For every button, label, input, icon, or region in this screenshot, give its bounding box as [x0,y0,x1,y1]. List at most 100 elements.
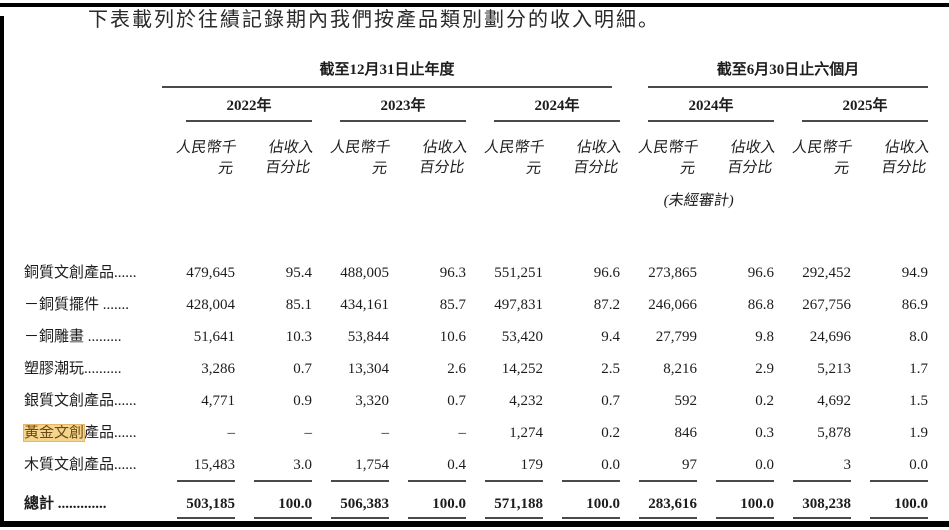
row-label: －銅質擺件 ....... [24,297,130,313]
cell: 0.0 [909,457,928,473]
total-top-rule-line [408,480,466,482]
rule-cell [239,474,316,482]
cell: 96.6 [747,265,774,281]
rule-cell [701,474,778,482]
total-top-rule-line [254,480,312,482]
row-label: 銅質文創產品...... [24,265,137,281]
total-top-rule-line [793,480,851,482]
cell: 15,483 [193,457,235,473]
cell: 85.1 [285,297,312,313]
rule-cell [470,474,547,482]
cell: 0.0 [601,457,620,473]
cell: 0.7 [601,393,620,409]
total-cell: 100.0 [278,496,312,512]
table-row: －銅質擺件 ....... 428,004 85.1 434,161 85.7 497,8… [24,282,932,314]
table-row: 銅質文創產品...... 479,645 95.4 488,005 96.3 551,25… [24,214,932,282]
table-row: 銀質文創產品...... 4,771 0.9 3,320 0.7 4,232 0.7 592 0… [24,378,932,410]
cell: 0.7 [447,393,466,409]
cell: 0.2 [601,425,620,441]
cell: 2.6 [447,361,466,377]
year-header-2024: 2024年 [494,94,620,122]
col-header-rmb: 人民幣千元 [791,140,854,177]
cell: 267,756 [802,297,851,313]
cell: 4,771 [201,393,235,409]
page-crop-bottom-bar [0,521,949,527]
cell: – [304,425,313,441]
cell: 97 [682,457,697,473]
total-top-rule-line [639,480,697,482]
search-highlight: 黃金文創 [22,424,86,442]
cell: 14,252 [501,361,543,377]
cell: 0.7 [293,361,312,377]
cell: 1,274 [509,425,543,441]
cell: 4,692 [817,393,851,409]
col-header-pct: 佔收入 百分比 [572,140,623,176]
cell: 592 [674,393,698,409]
total-row: 總計 ............. 503,185 100.0 506,383 100.0… [24,482,932,513]
cell: – [381,425,390,441]
group-header-year-ended: 截至12月31日止年度 [162,58,612,88]
row-label: 黃金文創產品...... [22,424,137,442]
page-crop-top-bar [0,3,949,7]
year-header-2024-6m: 2024年 [648,94,774,122]
cell: 1,754 [355,457,389,473]
total-cell: 100.0 [740,496,774,512]
cell: 434,161 [340,297,389,313]
total-top-rule-line [562,480,620,482]
col-header-pct: 佔收入 百分比 [880,140,931,176]
rule-cell [316,474,393,482]
cell: 24,696 [809,329,851,345]
page-crop-left-bar [0,16,4,527]
total-cell: 506,383 [340,496,389,512]
table-row: 黃金文創產品...... – – – – 1,274 0.2 846 0.3 5,878 1.9 [22,410,932,442]
cell: 3,286 [201,361,235,377]
cell: 87.2 [593,297,620,313]
cell: 86.9 [901,297,928,313]
cell: 488,005 [340,265,389,281]
cell: 2.9 [755,361,774,377]
row-label: 木質文創產品...... [24,457,137,473]
total-label: 總計 ............. [24,496,107,512]
cell: 94.9 [901,265,928,281]
cell: 2.5 [601,361,620,377]
col-header-pct: 佔收入 百分比 [264,140,315,176]
cell: 9.8 [755,329,774,345]
group-header-six-months: 截至6月30日止六個月 [648,58,928,88]
cell: 428,004 [186,297,235,313]
rule-cell [778,474,855,482]
row-label: 塑膠潮玩.......... [24,361,122,377]
cell: 179 [520,457,544,473]
cell: 13,304 [347,361,389,377]
col-header-rmb: 人民幣千元 [329,140,392,177]
total-cell: 100.0 [586,496,620,512]
col-header-pct: 佔收入 百分比 [726,140,777,176]
total-top-rule-line [485,480,543,482]
row-label [24,474,162,482]
cell: 3,320 [355,393,389,409]
cell: 0.4 [447,457,466,473]
cell: 551,251 [494,265,543,281]
cell: 8,216 [663,361,697,377]
total-cell: 283,616 [648,496,697,512]
cell: 53,420 [501,329,543,345]
cell: 1.7 [909,361,928,377]
cell: – [458,425,467,441]
section-title: 下表載列於往績記錄期內我們按產品類別劃分的收入明細。 [88,9,660,31]
unaudited-note-row: (未經審計) [24,181,932,214]
table-body: 銅質文創產品...... 479,645 95.4 488,005 96.3 551,25… [22,214,932,530]
cell: 85.7 [439,297,466,313]
period-group-header-row: 截至12月31日止年度 截至6月30日止六個月 [24,33,932,88]
table-row: 木質文創產品...... 15,483 3.0 1,754 0.4 179 0.0 97 0.0… [24,442,932,474]
col-header-rmb: 人民幣千元 [175,140,238,177]
cell: 95.4 [285,265,312,281]
cell: 96.3 [439,265,466,281]
cell: 10.3 [285,329,312,345]
col-header-rmb: 人民幣千元 [483,140,546,177]
total-cell: 503,185 [186,496,235,512]
cell: 5,878 [817,425,851,441]
cell: 3 [843,457,852,473]
rule-cell [547,474,624,482]
cell: 5,213 [817,361,851,377]
row-label: 銀質文創產品...... [24,393,137,409]
cell: 292,452 [802,265,851,281]
